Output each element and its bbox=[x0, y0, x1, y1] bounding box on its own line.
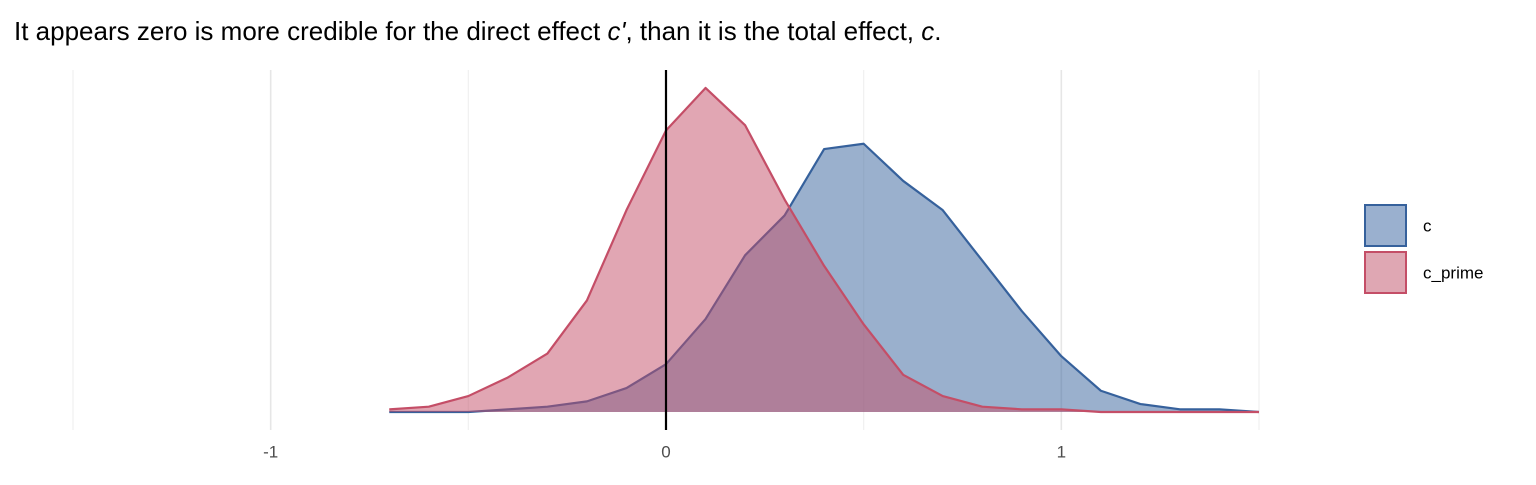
legend-key bbox=[1364, 204, 1407, 247]
legend-label: c bbox=[1423, 216, 1432, 235]
chart-title: It appears zero is more credible for the… bbox=[14, 16, 941, 46]
title-part: It appears zero is more credible for the… bbox=[14, 16, 607, 46]
title-part: , than it is the total effect, bbox=[625, 16, 921, 46]
density-line bbox=[389, 86, 1259, 414]
x-tick-label: 0 bbox=[661, 442, 670, 461]
x-tick-label: -1 bbox=[263, 442, 278, 461]
title-part: c bbox=[921, 16, 934, 46]
legend-key bbox=[1364, 251, 1407, 294]
title-part: c' bbox=[607, 16, 626, 46]
x-tick-label: 1 bbox=[1057, 442, 1066, 461]
title-part: . bbox=[934, 16, 941, 46]
density-area bbox=[389, 87, 1259, 412]
legend-label: c_prime bbox=[1423, 263, 1483, 282]
